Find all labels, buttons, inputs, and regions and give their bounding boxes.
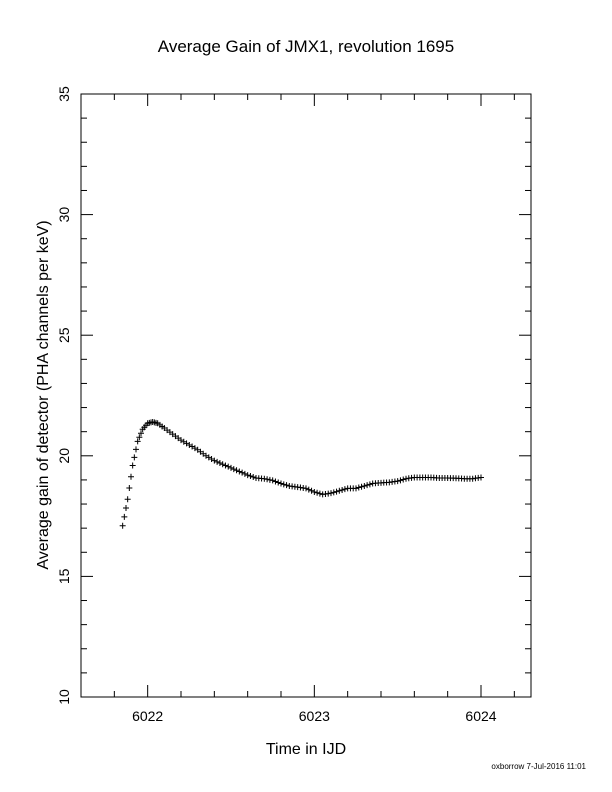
data-point (272, 478, 279, 485)
data-point (336, 487, 343, 494)
data-point (239, 469, 246, 476)
footer-stamp: oxborrow 7-Jul-2016 11:01 (491, 762, 586, 771)
data-point (131, 454, 138, 461)
data-point (214, 458, 221, 465)
data-point (308, 487, 315, 494)
data-point (358, 483, 365, 490)
data-point (138, 430, 144, 437)
data-point (133, 446, 139, 453)
data-point (129, 462, 136, 469)
data-point (128, 473, 134, 480)
data-point (353, 485, 359, 492)
data-point (333, 488, 340, 495)
data-point (400, 476, 407, 483)
data-point (355, 484, 362, 491)
data-point (361, 482, 368, 489)
x-axis-label: Time in IJD (266, 741, 346, 758)
data-point (305, 486, 312, 493)
data-point (261, 475, 268, 482)
data-point (247, 473, 254, 480)
data-point (126, 484, 133, 491)
data-point (250, 474, 257, 481)
data-point (236, 468, 243, 475)
data-point (330, 489, 337, 496)
x-tick-label: 6023 (299, 708, 330, 724)
axis-ticks: 6022 6023 6024 10 15 20 25 30 35 (56, 86, 531, 724)
data-point (123, 505, 129, 512)
plot-frame (80, 93, 532, 698)
data-point (244, 472, 251, 479)
y-tick-label: 35 (56, 86, 72, 102)
y-tick-label: 20 (56, 448, 72, 464)
data-point (278, 480, 284, 487)
data-points (119, 419, 484, 529)
data-point (311, 488, 318, 495)
data-point (339, 486, 346, 493)
data-point (328, 490, 334, 497)
data-point (222, 462, 229, 469)
x-tick-label: 6022 (132, 708, 163, 724)
data-point (394, 478, 401, 485)
data-point (230, 466, 237, 473)
data-point (219, 461, 226, 468)
x-tick-label: 6024 (465, 708, 496, 724)
data-point (124, 496, 131, 503)
y-tick-label: 15 (56, 568, 72, 584)
y-tick-label: 30 (56, 207, 72, 223)
data-point (275, 479, 282, 486)
data-point (314, 489, 321, 496)
data-point (216, 460, 223, 467)
data-point (228, 464, 234, 471)
data-point (316, 490, 323, 497)
data-point (119, 522, 126, 529)
y-tick-label: 10 (56, 689, 72, 705)
data-point (225, 463, 232, 470)
y-axis-label: Average gain of detector (PHA channels p… (35, 220, 52, 569)
data-point (241, 470, 248, 477)
data-point (211, 457, 218, 464)
data-point (136, 434, 143, 441)
data-point (366, 481, 373, 488)
data-point (397, 477, 404, 484)
data-point (264, 476, 271, 483)
data-point (364, 482, 371, 489)
data-point (233, 467, 240, 474)
data-point (478, 474, 484, 481)
data-point (280, 481, 287, 488)
data-point (134, 438, 141, 445)
data-point (341, 486, 348, 493)
data-point (121, 513, 128, 520)
chart-title: Average Gain of JMX1, revolution 1695 (158, 37, 454, 56)
data-point (269, 477, 276, 484)
y-tick-label: 25 (56, 327, 72, 343)
data-point (266, 476, 273, 483)
data-point (283, 482, 290, 489)
data-point (303, 485, 309, 492)
